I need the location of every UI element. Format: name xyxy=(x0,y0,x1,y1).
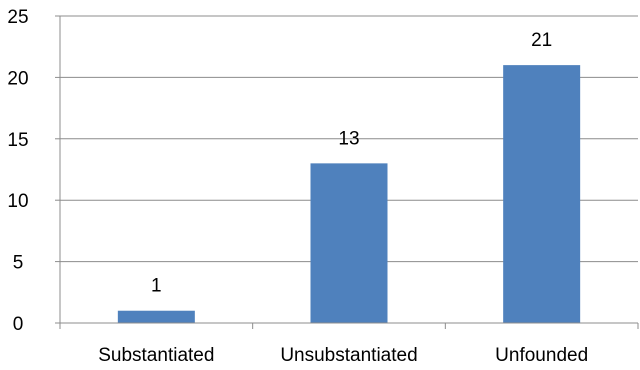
y-tick-label: 5 xyxy=(13,253,24,274)
y-tick-label: 15 xyxy=(7,130,28,151)
y-tick-label: 10 xyxy=(7,191,28,212)
bar-unsubstantiated xyxy=(310,163,388,323)
bar-unfounded xyxy=(503,65,581,324)
y-tick-label: 0 xyxy=(13,314,24,335)
axes xyxy=(55,15,639,329)
x-category-label-unsubstantiated: Unsubstantiated xyxy=(280,345,417,366)
y-tick-label: 25 xyxy=(7,7,28,28)
y-tick-label: 20 xyxy=(7,68,28,89)
labels: 0 5 10 15 20 25 1 Substantiated 13 Unsubstantiate… xyxy=(7,7,588,366)
bars xyxy=(117,65,581,324)
x-category-label-unfounded: Unfounded xyxy=(495,345,588,366)
data-label-unfounded: 21 xyxy=(531,30,552,51)
data-label-substantiated: 1 xyxy=(151,276,162,297)
bar-substantiated xyxy=(117,310,195,323)
x-category-label-substantiated: Substantiated xyxy=(98,345,214,366)
data-label-unsubstantiated: 13 xyxy=(338,128,359,149)
